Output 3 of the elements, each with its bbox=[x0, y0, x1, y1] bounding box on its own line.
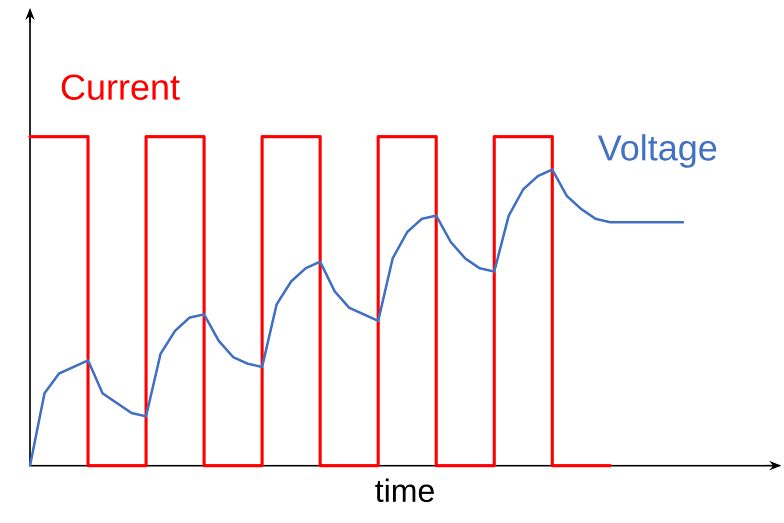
series-label: Voltage bbox=[598, 134, 716, 168]
series-label: Current bbox=[62, 74, 180, 100]
x-axis-title: time bbox=[375, 478, 434, 502]
